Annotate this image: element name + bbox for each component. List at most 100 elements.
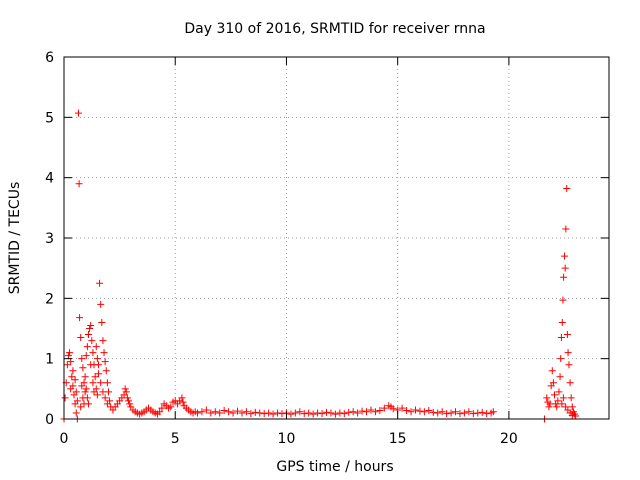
data-point bbox=[309, 410, 317, 418]
data-point bbox=[83, 394, 91, 402]
y-axis-title: SRMTID / TECUs bbox=[7, 182, 23, 295]
data-point bbox=[561, 252, 569, 260]
data-point bbox=[565, 361, 573, 369]
data-point bbox=[247, 410, 255, 418]
data-point bbox=[291, 409, 299, 417]
data-point bbox=[242, 408, 250, 416]
data-point bbox=[251, 408, 259, 416]
chart-title: Day 310 of 2016, SRMTID for receiver rnn… bbox=[184, 21, 485, 37]
y-tick-label: 0 bbox=[45, 412, 54, 428]
data-point bbox=[429, 408, 437, 416]
data-point bbox=[89, 349, 97, 357]
data-point bbox=[79, 364, 87, 372]
data-point bbox=[74, 109, 82, 117]
data-point bbox=[72, 409, 80, 417]
data-point bbox=[193, 409, 201, 417]
data-point bbox=[63, 361, 71, 369]
data-point bbox=[78, 382, 86, 390]
data-point bbox=[560, 273, 568, 281]
data-point bbox=[260, 410, 268, 418]
data-point bbox=[87, 321, 95, 329]
data-point bbox=[340, 410, 348, 418]
data-point bbox=[198, 408, 206, 416]
data-point bbox=[563, 331, 571, 339]
x-tick-label: 5 bbox=[171, 431, 180, 447]
data-point bbox=[211, 408, 219, 416]
data-point bbox=[557, 355, 565, 363]
data-point bbox=[126, 400, 134, 408]
data-point bbox=[238, 409, 246, 417]
data-point bbox=[425, 407, 433, 415]
data-point bbox=[77, 403, 85, 411]
data-point bbox=[551, 391, 558, 399]
data-point bbox=[483, 410, 491, 418]
data-point bbox=[562, 225, 570, 233]
data-point bbox=[84, 331, 92, 339]
data-point bbox=[555, 388, 563, 396]
data-point bbox=[489, 408, 497, 416]
y-tick-label: 2 bbox=[45, 291, 54, 307]
data-point bbox=[389, 405, 397, 413]
data-point bbox=[269, 410, 277, 418]
data-point bbox=[465, 408, 473, 416]
x-axis-title: GPS time / hours bbox=[276, 459, 393, 475]
data-point bbox=[416, 407, 424, 415]
data-point bbox=[265, 409, 273, 417]
data-point bbox=[549, 379, 557, 387]
data-point bbox=[97, 379, 105, 387]
data-point bbox=[296, 408, 304, 416]
data-point bbox=[380, 404, 388, 412]
data-point bbox=[558, 400, 566, 408]
data-point bbox=[61, 394, 69, 402]
data-point bbox=[234, 407, 242, 415]
y-tick-label: 1 bbox=[45, 352, 54, 368]
data-point bbox=[98, 318, 106, 326]
data-points bbox=[60, 109, 580, 423]
data-point bbox=[68, 373, 76, 381]
data-point bbox=[179, 398, 187, 406]
data-point bbox=[101, 394, 109, 402]
data-point bbox=[121, 385, 129, 393]
data-point bbox=[123, 394, 131, 402]
data-point bbox=[300, 410, 308, 418]
data-point bbox=[64, 352, 72, 360]
data-point bbox=[81, 373, 89, 381]
data-point bbox=[69, 367, 77, 375]
data-point bbox=[167, 403, 175, 411]
data-point bbox=[73, 397, 81, 405]
data-point bbox=[420, 408, 428, 416]
data-point bbox=[72, 388, 80, 396]
data-point bbox=[207, 409, 215, 417]
data-point bbox=[305, 409, 313, 417]
data-point bbox=[99, 337, 107, 345]
y-tick-label: 6 bbox=[45, 50, 54, 66]
data-point bbox=[82, 385, 90, 393]
x-tick-label: 10 bbox=[278, 431, 296, 447]
data-point bbox=[349, 408, 357, 416]
data-point bbox=[561, 264, 569, 272]
data-point bbox=[568, 411, 576, 419]
data-point bbox=[438, 408, 446, 416]
y-tick-label: 3 bbox=[45, 231, 54, 247]
data-point bbox=[563, 185, 571, 193]
data-point bbox=[81, 388, 89, 396]
data-point bbox=[158, 404, 166, 412]
data-point bbox=[66, 349, 74, 357]
data-point bbox=[93, 391, 101, 399]
x-tick-label: 20 bbox=[500, 431, 518, 447]
data-point bbox=[83, 343, 91, 351]
data-point bbox=[202, 406, 210, 414]
data-point bbox=[559, 394, 567, 402]
data-point bbox=[82, 352, 90, 360]
data-point bbox=[220, 407, 228, 415]
data-point bbox=[548, 367, 556, 375]
data-point bbox=[100, 349, 108, 357]
data-point bbox=[156, 408, 164, 416]
data-point bbox=[558, 318, 566, 326]
data-point bbox=[278, 410, 286, 418]
data-point bbox=[93, 355, 101, 363]
data-point bbox=[554, 397, 562, 405]
data-point bbox=[77, 334, 85, 342]
axis-ticks: 0 1 2 3 4 5 6 0 5 10 15 20 bbox=[45, 50, 609, 447]
